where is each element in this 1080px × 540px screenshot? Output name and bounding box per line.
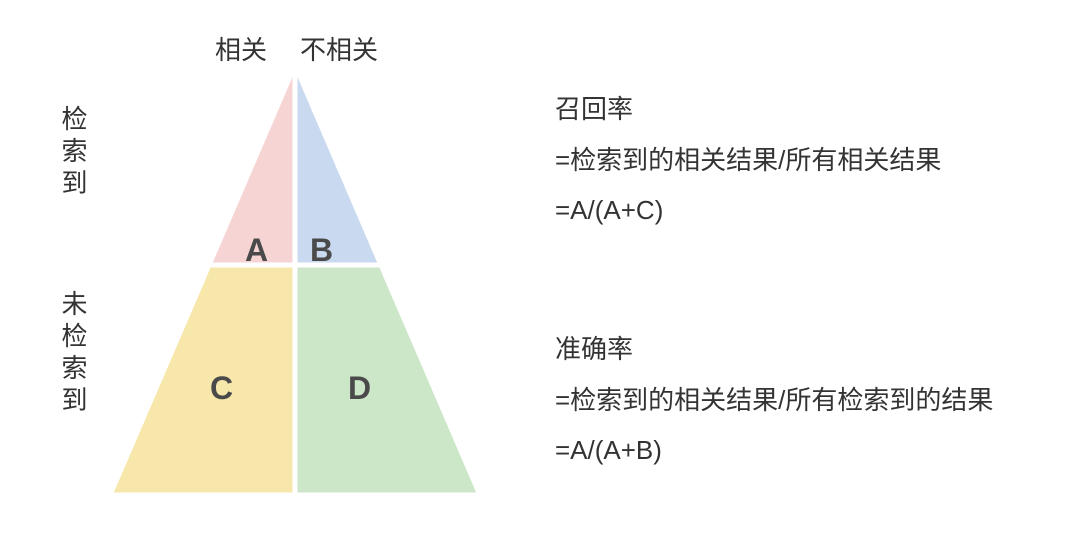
recall-formula-block: 召回率 =检索到的相关结果/所有相关结果 =A/(A+C): [555, 85, 941, 235]
region-a-label: A: [245, 232, 268, 269]
recall-line2: =A/(A+C): [555, 186, 941, 235]
column-header-not-relevant: 不相关: [300, 30, 378, 67]
confusion-triangle: [110, 65, 490, 505]
region-c-shape: [110, 265, 295, 495]
row-header-not-retrieved: 未检索到: [55, 290, 92, 418]
recall-title: 召回率: [555, 85, 941, 134]
precision-line1: =检索到的相关结果/所有检索到的结果: [555, 376, 993, 425]
precision-line2: =A/(A+B): [555, 426, 993, 475]
region-d-shape: [295, 265, 480, 495]
region-c-label: C: [210, 370, 233, 407]
diagram-canvas: 相关 不相关 检索到 未检索到 A B C D 召回率 =检索到的相关结果/所有…: [0, 0, 1080, 540]
recall-line1: =检索到的相关结果/所有相关结果: [555, 136, 941, 185]
precision-formula-block: 准确率 =检索到的相关结果/所有检索到的结果 =A/(A+B): [555, 325, 993, 475]
region-b-shape: [295, 65, 381, 265]
precision-title: 准确率: [555, 325, 993, 374]
row-header-retrieved: 检索到: [55, 105, 92, 201]
region-b-label: B: [310, 232, 333, 269]
column-header-relevant: 相关: [215, 30, 267, 67]
region-d-label: D: [348, 370, 371, 407]
